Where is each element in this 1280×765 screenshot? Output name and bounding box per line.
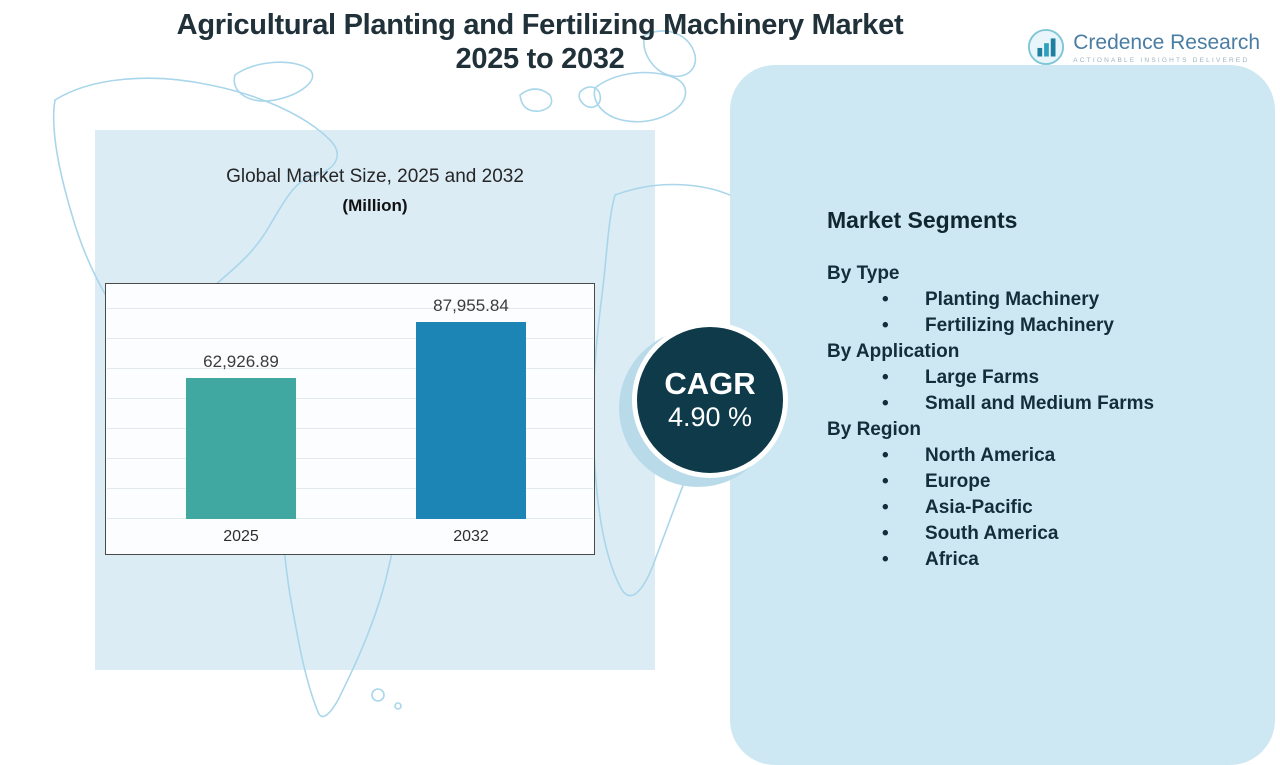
segment-item: Large Farms (827, 365, 1247, 391)
brand-logo: Credence Research Actionable Insights De… (1027, 28, 1260, 66)
segment-item: Small and Medium Farms (827, 391, 1247, 417)
credence-logo-icon (1028, 28, 1065, 66)
bar-2032 (416, 322, 526, 519)
segment-group-by-region: By Region (827, 419, 921, 440)
market-segments-panel: Market Segments By Type Planting Machine… (730, 65, 1275, 765)
page-title-line1: Agricultural Planting and Fertilizing Ma… (176, 9, 904, 41)
segment-item: Fertilizing Machinery (827, 313, 1247, 339)
x-axis-label: 2025 (223, 528, 259, 545)
bar-2025 (186, 378, 296, 519)
chart-title: Global Market Size, 2025 and 2032 (226, 166, 524, 187)
segments-list: By Type Planting Machinery Fertilizing M… (827, 261, 1247, 573)
segments-title: Market Segments (827, 207, 1018, 233)
bar-group-2025: 62,926.89 (186, 352, 296, 519)
brand-text: Credence Research Actionable Insights De… (1073, 31, 1260, 64)
segment-group-by-application: By Application (827, 341, 960, 362)
bar-chart: 62,926.89 87,955.84 2025 2032 (105, 283, 595, 555)
brand-name: Credence Research (1073, 30, 1260, 54)
cagr-label: CAGR (664, 366, 756, 401)
segment-item: Africa (827, 547, 1247, 573)
segment-group-by-type: By Type (827, 263, 900, 284)
chart-area: Global Market Size, 2025 and 2032 (Milli… (95, 130, 655, 670)
segment-item: Asia-Pacific (827, 495, 1247, 521)
bar-group-2032: 87,955.84 (416, 296, 526, 519)
x-axis-label: 2032 (453, 528, 489, 545)
bar-value-label: 62,926.89 (203, 352, 279, 371)
page-title-line2: 2025 to 2032 (455, 43, 625, 75)
segment-item: Europe (827, 469, 1247, 495)
segment-item: North America (827, 443, 1247, 469)
chart-subtitle: (Million) (342, 196, 408, 215)
cagr-value: 4.90 % (667, 402, 753, 432)
bar-value-label: 87,955.84 (433, 296, 509, 315)
segment-item: South America (827, 521, 1247, 547)
cagr-badge: CAGR 4.90 % (632, 322, 788, 478)
page-title: Agricultural Planting and Fertilizing Ma… (60, 8, 1020, 76)
brand-tagline: Actionable Insights Delivered (1073, 56, 1250, 64)
segment-item: Planting Machinery (827, 287, 1247, 313)
